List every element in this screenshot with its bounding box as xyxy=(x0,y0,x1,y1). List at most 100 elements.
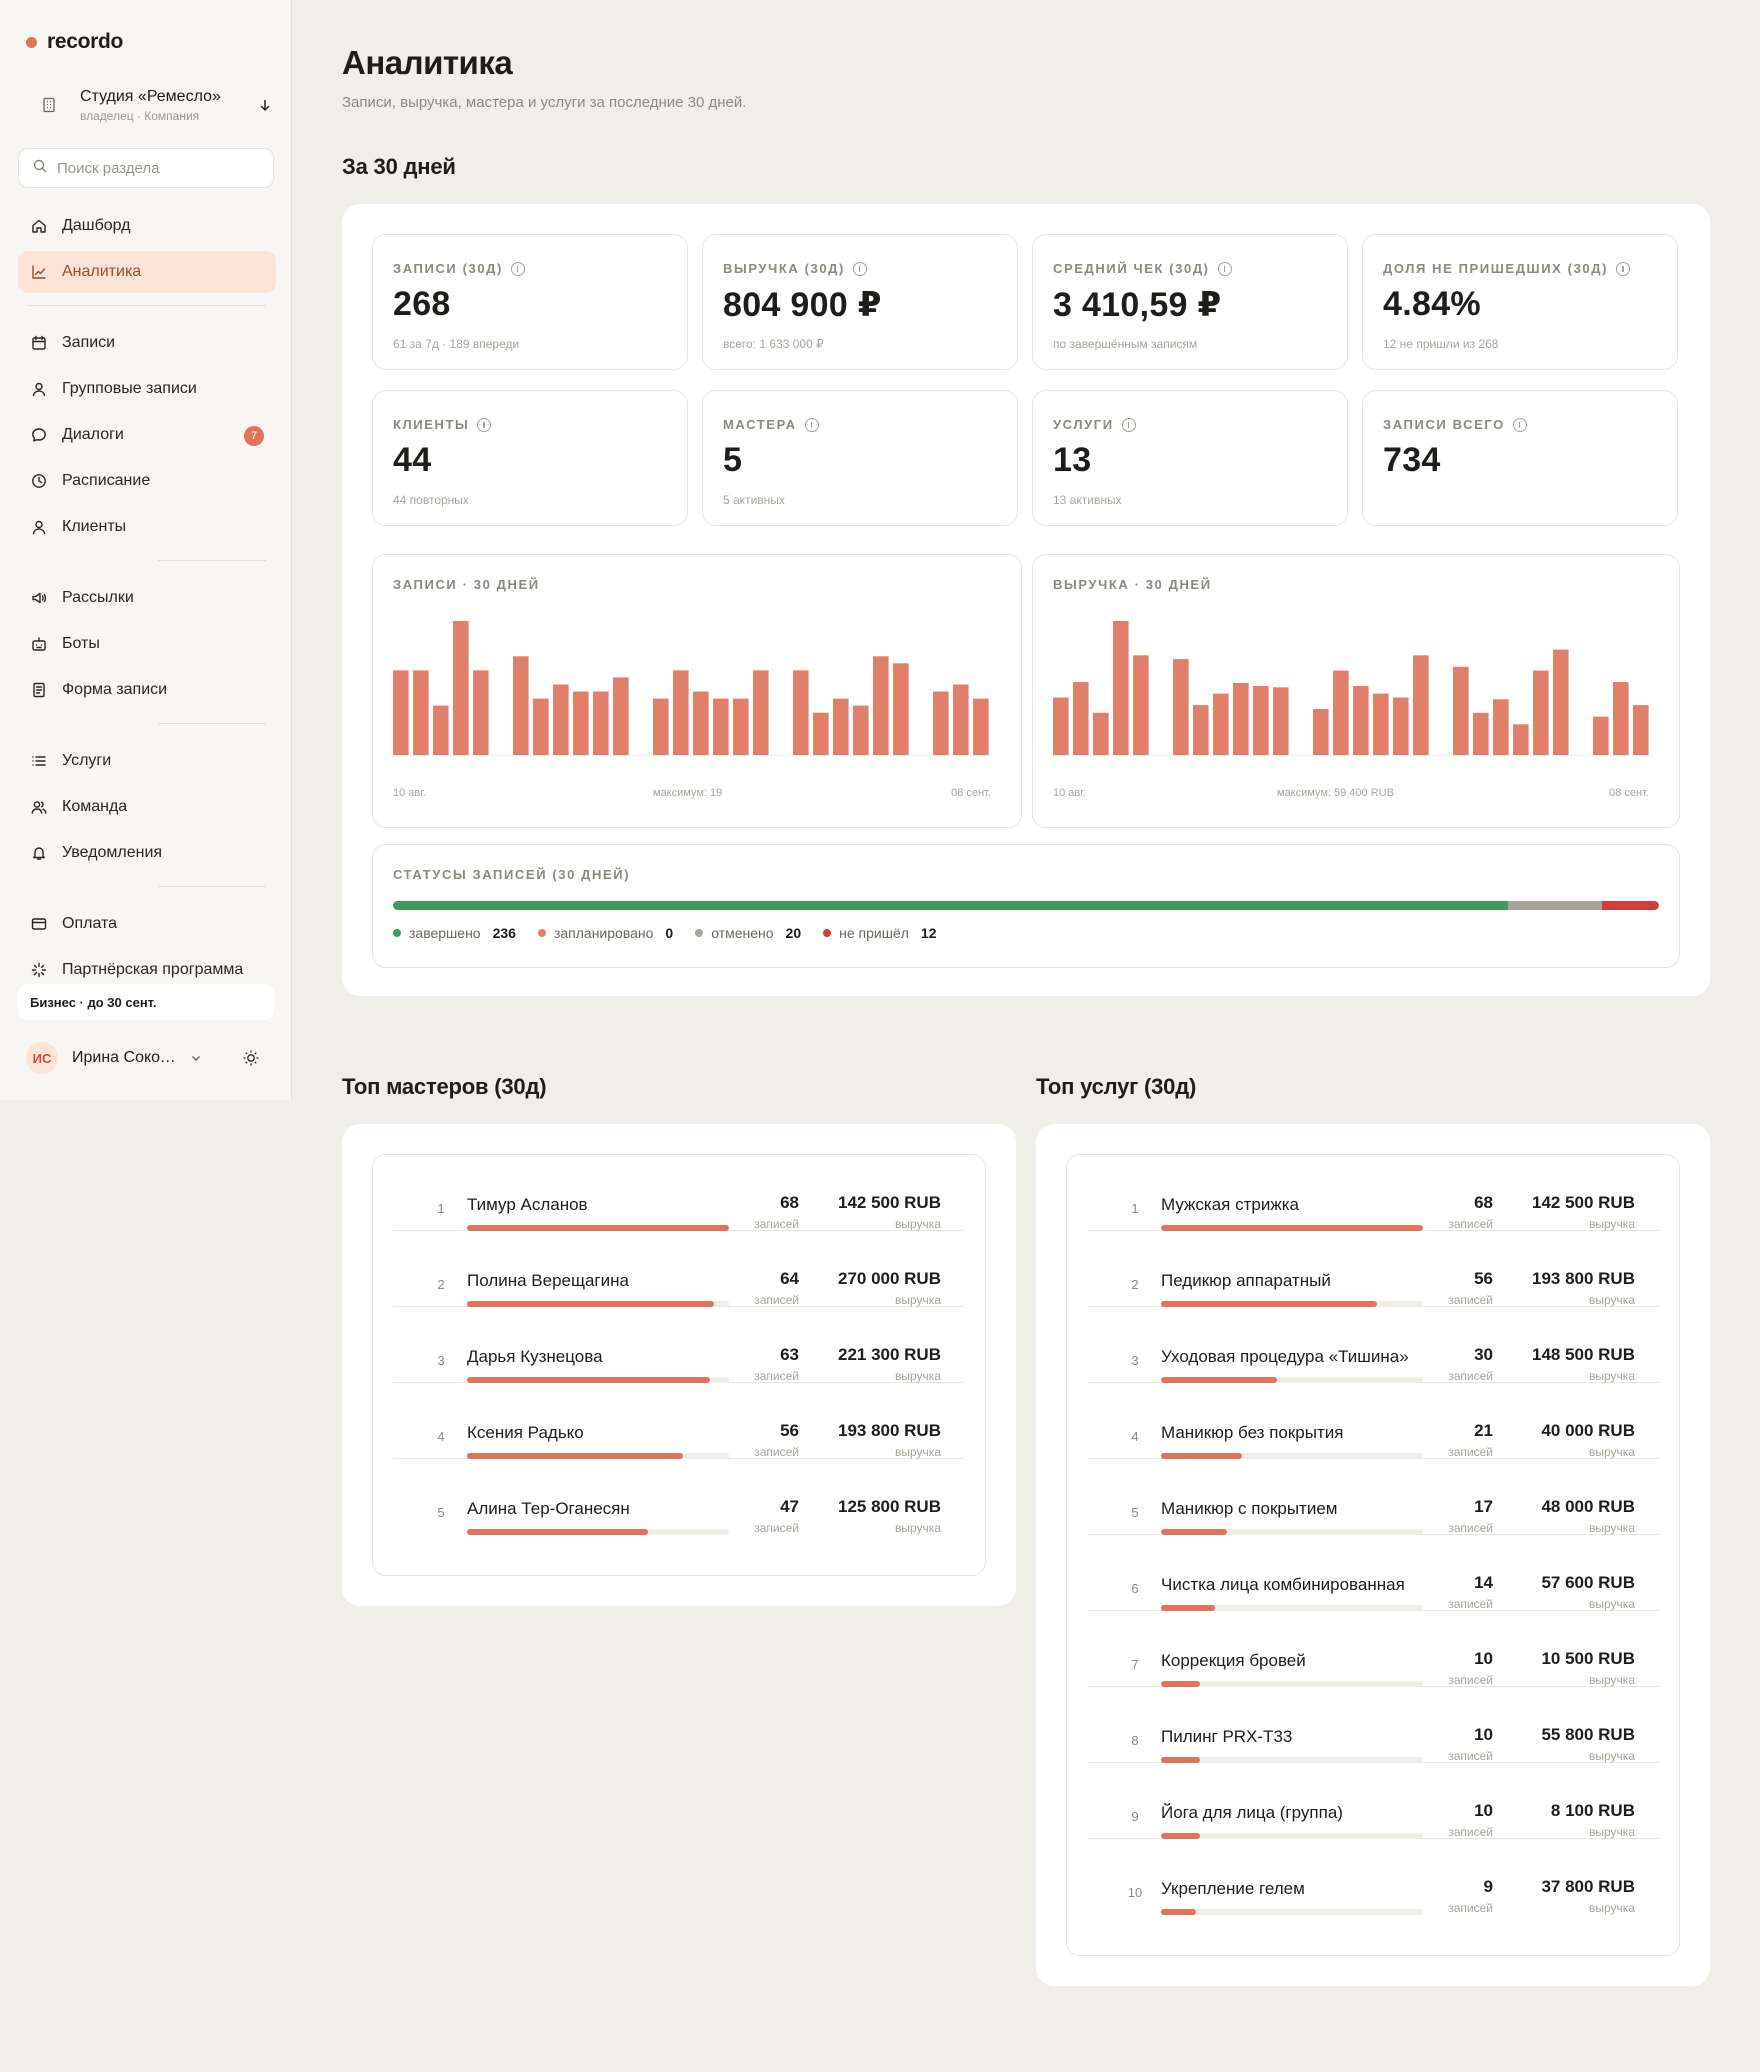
chart-bar[interactable] xyxy=(753,670,769,755)
ranking-row[interactable]: 3 Уходовая процедура «Тишина» 30 записей… xyxy=(1087,1307,1659,1383)
chart-bar[interactable] xyxy=(393,670,409,755)
chart-bar[interactable] xyxy=(1613,682,1629,755)
user-menu[interactable]: ИС Ирина Соколова xyxy=(26,1040,266,1076)
sidebar-item-12[interactable]: Уведомления xyxy=(18,832,276,874)
ranking-row[interactable]: 5 Алина Тер-Оганесян 47 записей 125 800 … xyxy=(393,1459,965,1535)
ranking-row[interactable]: 6 Чистка лица комбинированная 14 записей… xyxy=(1087,1535,1659,1611)
chart-bar[interactable] xyxy=(1273,687,1289,755)
chart-bar[interactable] xyxy=(893,663,909,755)
chart-bar[interactable] xyxy=(533,698,549,755)
chart-bar[interactable] xyxy=(933,691,949,756)
info-icon[interactable] xyxy=(804,417,819,432)
sidebar-item-7[interactable]: Рассылки xyxy=(18,577,276,619)
ranking-row[interactable]: 1 Тимур Асланов 68 записей 142 500 RUB в… xyxy=(393,1155,965,1231)
info-icon[interactable] xyxy=(1121,417,1136,432)
chart-bar[interactable] xyxy=(1213,693,1229,755)
sidebar-item-1[interactable]: Аналитика xyxy=(18,251,276,293)
info-icon[interactable] xyxy=(1217,261,1232,276)
chart-bar[interactable] xyxy=(593,691,609,756)
ranking-row[interactable]: 3 Дарья Кузнецова 63 записей 221 300 RUB… xyxy=(393,1307,965,1383)
chart-bar[interactable] xyxy=(1313,709,1329,755)
switch-arrow-icon[interactable] xyxy=(254,94,276,116)
info-icon[interactable] xyxy=(852,261,867,276)
ranking-row[interactable]: 2 Полина Верещагина 64 записей 270 000 R… xyxy=(393,1231,965,1307)
chart-bar[interactable] xyxy=(1053,697,1069,756)
search-input[interactable] xyxy=(57,159,247,177)
plan-badge[interactable]: Бизнес · до 30 сент. xyxy=(18,984,274,1020)
chart-bar[interactable] xyxy=(673,670,689,755)
chart-bar[interactable] xyxy=(1193,705,1209,755)
chart-bar[interactable] xyxy=(1253,686,1269,755)
ranking-row[interactable]: 4 Ксения Радько 56 записей 193 800 RUB в… xyxy=(393,1383,965,1459)
chart-bar[interactable] xyxy=(1493,699,1509,755)
chart-bar[interactable] xyxy=(793,670,809,755)
ranking-row[interactable]: 9 Йога для лица (группа) 10 записей 8 10… xyxy=(1087,1763,1659,1839)
user-name[interactable]: Ирина Соколова xyxy=(72,1049,184,1066)
sidebar-item-13[interactable]: Оплата xyxy=(18,903,276,945)
ranking-row[interactable]: 7 Коррекция бровей 10 записей 10 500 RUB… xyxy=(1087,1611,1659,1687)
chart-bar[interactable] xyxy=(513,656,529,755)
sidebar-item-4[interactable]: Диалоги 7 xyxy=(18,414,276,456)
chart-bar[interactable] xyxy=(573,691,589,756)
info-icon[interactable] xyxy=(1616,261,1631,276)
chart-bar[interactable] xyxy=(1173,659,1189,755)
chart-bar[interactable] xyxy=(1593,716,1609,755)
ranking-row[interactable]: 8 Пилинг PRX-T33 10 записей 55 800 RUB в… xyxy=(1087,1687,1659,1763)
search-box[interactable] xyxy=(18,148,274,188)
chart-bar[interactable] xyxy=(853,705,869,755)
chart-bar[interactable] xyxy=(1353,686,1369,755)
chart-bar[interactable] xyxy=(1633,705,1649,755)
sidebar-item-6[interactable]: Клиенты xyxy=(18,506,276,548)
avatar[interactable]: ИС xyxy=(26,1042,58,1074)
chart-bar[interactable] xyxy=(433,705,449,755)
chevron-down-icon[interactable] xyxy=(190,1052,208,1064)
sidebar-item-8[interactable]: Боты xyxy=(18,623,276,665)
info-icon[interactable] xyxy=(1512,417,1527,432)
sidebar-item-3[interactable]: Групповые записи xyxy=(18,368,276,410)
chart-bar[interactable] xyxy=(1073,682,1089,755)
chart-bar[interactable] xyxy=(973,698,989,755)
ranking-row[interactable]: 1 Мужская стрижка 68 записей 142 500 RUB… xyxy=(1087,1155,1659,1231)
sidebar-item-0[interactable]: Дашборд xyxy=(18,205,276,247)
chart-bar[interactable] xyxy=(953,684,969,756)
sidebar-item-5[interactable]: Расписание xyxy=(18,460,276,502)
chart-bar[interactable] xyxy=(713,698,729,755)
chart-bar[interactable] xyxy=(833,698,849,755)
chart-bar[interactable] xyxy=(873,656,889,755)
sidebar-item-14[interactable]: Партнёрская программа xyxy=(18,949,276,991)
chart-bar[interactable] xyxy=(553,684,569,756)
ranking-row[interactable]: 5 Маникюр с покрытием 17 записей 48 000 … xyxy=(1087,1459,1659,1535)
chart-bar[interactable] xyxy=(1453,666,1469,755)
chart-bar[interactable] xyxy=(473,670,489,755)
ranking-row[interactable]: 10 Укрепление гелем 9 записей 37 800 RUB… xyxy=(1087,1839,1659,1915)
sidebar-item-10[interactable]: Услуги xyxy=(18,740,276,782)
chart-bar[interactable] xyxy=(1413,655,1429,755)
chart-bar[interactable] xyxy=(653,698,669,755)
chart-bar[interactable] xyxy=(1233,683,1249,755)
chart-bar[interactable] xyxy=(613,677,629,755)
chart-bar[interactable] xyxy=(453,621,469,755)
chart-bar[interactable] xyxy=(1513,724,1529,755)
chart-bar[interactable] xyxy=(1473,712,1489,755)
chart-bar[interactable] xyxy=(413,670,429,755)
chart-bar[interactable] xyxy=(1553,649,1569,755)
chart-bar[interactable] xyxy=(1333,670,1349,755)
ranking-row[interactable]: 2 Педикюр аппаратный 56 записей 193 800 … xyxy=(1087,1231,1659,1307)
chart-bar[interactable] xyxy=(1113,621,1129,755)
info-icon[interactable] xyxy=(477,417,492,432)
chart-bar[interactable] xyxy=(693,691,709,756)
chart-bar[interactable] xyxy=(1533,670,1549,755)
info-icon[interactable] xyxy=(510,261,525,276)
chart-bar[interactable] xyxy=(1133,655,1149,755)
chart-bar[interactable] xyxy=(1093,712,1109,755)
theme-sun-icon[interactable] xyxy=(242,1049,264,1067)
company-switcher[interactable]: Студия «Ремесло» владелец · Компания xyxy=(18,80,276,130)
chart-bar[interactable] xyxy=(813,712,829,755)
chart-bar[interactable] xyxy=(1393,697,1409,756)
app-logo[interactable]: recordo xyxy=(26,30,123,54)
chart-bar[interactable] xyxy=(1373,693,1389,755)
ranking-row[interactable]: 4 Маникюр без покрытия 21 записей 40 000… xyxy=(1087,1383,1659,1459)
sidebar-item-9[interactable]: Форма записи xyxy=(18,669,276,711)
sidebar-item-11[interactable]: Команда xyxy=(18,786,276,828)
chart-bar[interactable] xyxy=(733,698,749,755)
